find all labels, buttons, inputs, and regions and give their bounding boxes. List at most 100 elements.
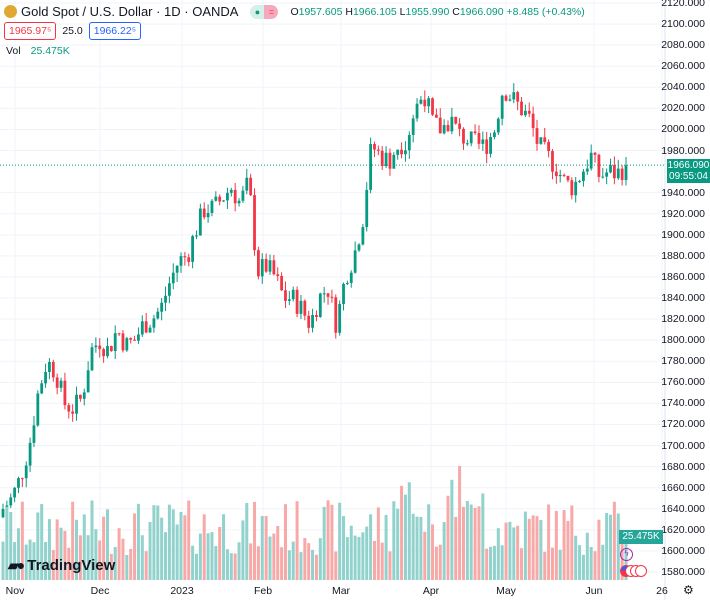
volume-bar — [427, 504, 431, 580]
volume-bar — [535, 516, 539, 580]
volume-bar — [191, 545, 195, 580]
candle-body — [229, 189, 233, 193]
volume-bar — [86, 535, 90, 580]
volume-bar — [71, 501, 75, 580]
candle-body — [481, 139, 485, 144]
volume-bar — [125, 554, 129, 580]
volume-bar — [345, 537, 349, 580]
price-tick: 2040.000 — [661, 81, 705, 94]
candle-body — [67, 405, 71, 412]
candle-body — [102, 349, 106, 357]
lightning-event-icon[interactable]: ϟ — [620, 548, 633, 561]
volume-bar — [520, 548, 524, 580]
volume-bar — [384, 514, 388, 580]
price-tick: 1880.000 — [661, 249, 705, 262]
candle-body — [137, 334, 140, 341]
volume-bar — [469, 504, 473, 580]
candle-body — [299, 300, 303, 314]
candle-body — [237, 200, 241, 204]
candle-body — [500, 95, 504, 119]
candle-body — [291, 289, 295, 300]
candle-body — [276, 274, 280, 276]
volume-bar — [318, 538, 322, 580]
time-tick: Feb — [253, 585, 273, 597]
volume-bar — [403, 494, 407, 580]
candle-body — [380, 150, 384, 167]
candle-body — [384, 152, 388, 167]
candle-body — [78, 394, 82, 399]
candle-body — [222, 200, 225, 202]
candle-body — [624, 165, 628, 180]
candle-body — [156, 311, 160, 319]
price-tick: 1760.000 — [661, 376, 705, 389]
price-tick: 1580.000 — [661, 566, 705, 578]
volume-bar — [326, 500, 330, 580]
candle-body — [90, 347, 94, 371]
candle-body — [489, 137, 492, 154]
candle-body — [82, 392, 86, 399]
candle-body — [315, 315, 318, 317]
volume-bar — [171, 509, 175, 580]
price-tick: 1740.000 — [661, 397, 705, 410]
time-tick: Nov — [5, 585, 25, 597]
volume-bar — [94, 529, 98, 580]
candle-body — [496, 118, 500, 133]
volume-bar — [446, 495, 450, 580]
symbol-title[interactable]: Gold Spot / U.S. Dollar · 1D · OANDA — [21, 4, 239, 19]
candle-body — [140, 321, 144, 335]
volume-bar — [121, 538, 125, 580]
candle-body — [442, 125, 446, 134]
candle-body — [260, 259, 264, 277]
candle-body — [36, 393, 40, 426]
candle-body — [71, 411, 75, 414]
candle-body — [268, 260, 272, 272]
tradingview-icon: ▰● — [8, 557, 25, 573]
volume-bar — [167, 504, 171, 580]
candle-body — [431, 98, 434, 115]
volume-bar — [508, 521, 512, 580]
volume-bar — [102, 516, 106, 580]
candle-body — [318, 293, 322, 317]
volume-bar — [144, 551, 148, 580]
settings-icon[interactable]: ⚙ — [683, 583, 694, 597]
economic-events-icon[interactable] — [620, 565, 647, 577]
price-tick: 1640.000 — [661, 502, 705, 515]
volume-bar — [51, 550, 55, 580]
volume-bar — [450, 479, 454, 580]
candle-body — [578, 181, 581, 183]
candle-body — [202, 208, 206, 218]
volume-bar — [454, 516, 458, 580]
volume-bar — [489, 546, 493, 580]
buy-button[interactable]: 1966.22⁵ — [88, 22, 142, 40]
candle-body — [566, 175, 570, 181]
candle-body — [1, 508, 5, 518]
candle-body — [593, 152, 597, 155]
volume-bar — [276, 526, 280, 580]
volume-bar — [543, 551, 547, 580]
candle-body — [523, 110, 527, 116]
volume-bar — [179, 511, 183, 580]
time-tick: Mar — [331, 585, 351, 597]
volume-bar — [438, 544, 442, 580]
volume-bar — [574, 535, 578, 580]
volume-bar — [558, 549, 562, 580]
volume-bar — [562, 510, 566, 580]
last-price-tag: 1966.090 09:55:04 — [667, 159, 710, 183]
volume-bar — [140, 535, 144, 580]
candle-body — [144, 321, 148, 333]
volume-bar — [485, 548, 489, 580]
candle-body — [175, 265, 179, 273]
volume-bar — [419, 516, 423, 580]
sell-button[interactable]: 1965.97⁵ — [4, 22, 57, 40]
candle-body — [361, 227, 365, 245]
price-tick: 2060.000 — [661, 60, 705, 73]
volume-legend: Vol 25.475K — [6, 45, 70, 57]
market-status[interactable]: ● = — [250, 4, 279, 19]
candle-body — [264, 259, 268, 272]
volume-bar — [585, 532, 589, 580]
tradingview-logo[interactable]: ▰● TradingView — [8, 557, 116, 574]
symbol-legend: Gold Spot / U.S. Dollar · 1D · OANDA ● = … — [4, 4, 585, 19]
candle-body — [75, 394, 78, 414]
volume-bar — [44, 542, 48, 580]
